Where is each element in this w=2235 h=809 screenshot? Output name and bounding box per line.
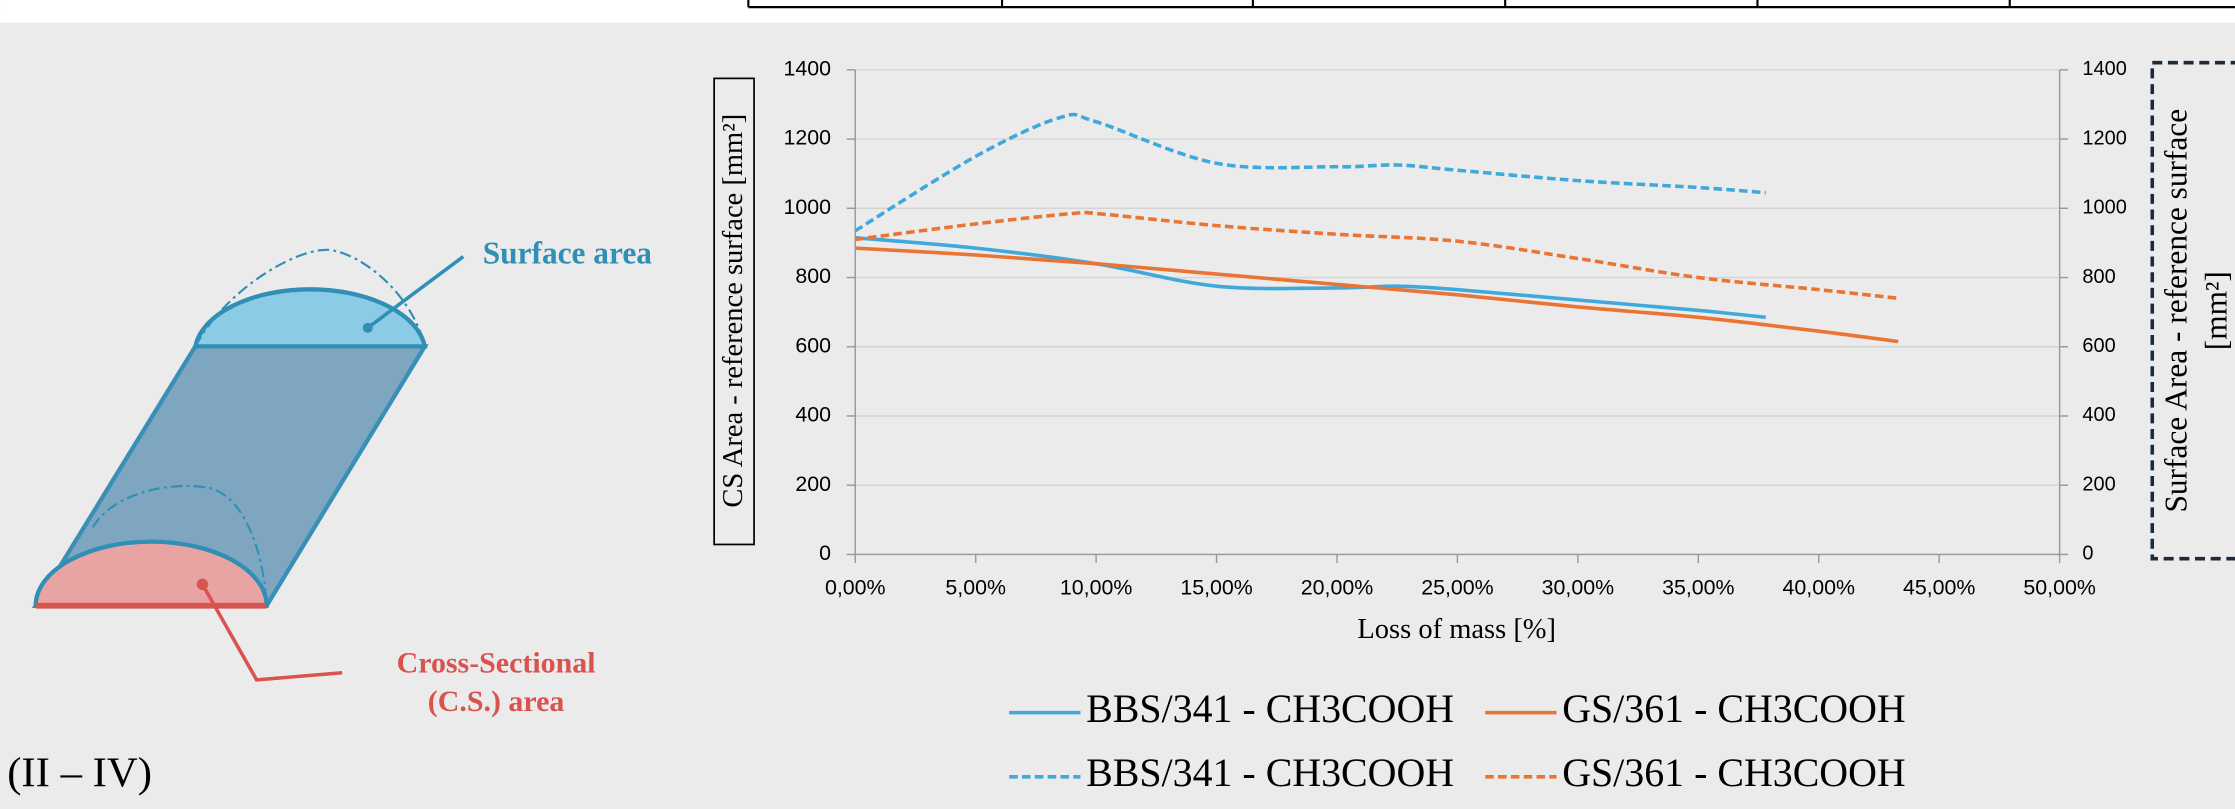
y-label-box [713, 77, 755, 546]
series-line [855, 246, 1899, 344]
y2-tick-label: 800 [2082, 266, 2115, 288]
y2-axis-title: [mm²] [2198, 271, 2233, 350]
y-tick-label: 400 [795, 403, 831, 427]
series-line [855, 210, 1899, 301]
series-line [854, 112, 1766, 233]
y2-axis-title: Surface Area - reference surface [2159, 109, 2194, 513]
x-tick-label: 25,00% [1421, 575, 1493, 599]
y-tick-label: 1000 [783, 195, 831, 219]
y2-tick-label: 400 [2082, 404, 2115, 426]
cs-label: Cross-Sectional [397, 646, 596, 679]
x-tick-label: 50,00% [2023, 575, 2095, 599]
x-tick-label: 15,00% [1180, 575, 1252, 599]
x-tick-label: 5,00% [945, 575, 1006, 599]
y-tick-label: 1400 [783, 56, 831, 80]
y-tick-label: 0 [819, 541, 831, 565]
legend-label: GS/361 - CH3COOH [1562, 686, 1906, 731]
legend-label: BBS/341 - CH3COOH [1086, 686, 1454, 731]
series-line [855, 235, 1766, 320]
half-cylinder [31, 248, 465, 682]
y-tick-label: 600 [795, 333, 831, 357]
x-tick-label: 40,00% [1783, 575, 1855, 599]
x-tick-label: 0,00% [825, 575, 886, 599]
y-tick-label: 200 [795, 472, 831, 496]
y-tick-label: 1200 [783, 126, 831, 150]
x-tick-label: 20,00% [1301, 575, 1373, 599]
x-tick-label: 10,00% [1060, 575, 1132, 599]
y2-tick-label: 1400 [2082, 58, 2126, 80]
y2-tick-label: 600 [2082, 335, 2115, 357]
surface-label: Surface area [483, 236, 652, 271]
y2-tick-label: 1200 [2082, 127, 2126, 149]
legend-label: BBS/341 - CH3COOH [1086, 750, 1454, 795]
table-fragment [747, 0, 2235, 9]
cs-label: (C.S.) area [428, 685, 565, 718]
x-tick-label: 45,00% [1903, 575, 1975, 599]
y2-label-box [2150, 60, 2235, 561]
x-tick-label: 30,00% [1542, 575, 1614, 599]
x-tick-label: 35,00% [1662, 575, 1734, 599]
y2-tick-label: 1000 [2082, 197, 2126, 219]
y2-tick-label: 0 [2082, 543, 2093, 565]
top-strip [0, 0, 2235, 23]
y2-tick-label: 200 [2082, 473, 2115, 495]
legend-label: GS/361 - CH3COOH [1562, 750, 1906, 795]
y-axis-title: CS Area - reference surface [mm²] [718, 114, 749, 508]
x-axis-title: Loss of mass [%] [1357, 614, 1556, 645]
panel-label: (II – IV) [7, 750, 152, 797]
y-tick-label: 800 [795, 264, 831, 288]
